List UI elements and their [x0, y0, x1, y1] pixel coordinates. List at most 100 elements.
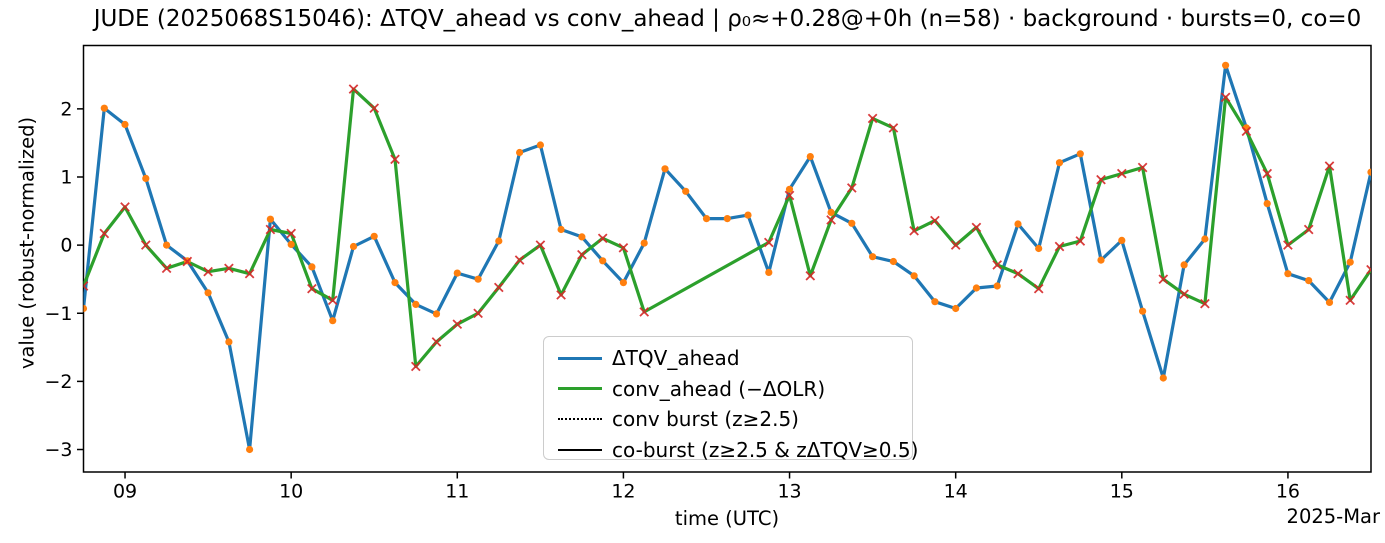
data-point-dot	[453, 269, 461, 277]
data-point-dot	[1180, 261, 1188, 269]
data-point-x	[1303, 224, 1314, 235]
data-point-dot	[516, 148, 524, 157]
data-point-x	[867, 113, 878, 124]
x-tick-label: 11	[445, 481, 469, 503]
data-point-dot	[972, 284, 981, 292]
data-point-x	[99, 228, 110, 239]
data-point-dot	[619, 279, 628, 287]
data-point-x	[307, 283, 317, 294]
legend: ΔTQV_ahead conv_ahead (−ΔOLR) conv burst (…	[543, 336, 918, 460]
data-point-dot	[848, 219, 856, 227]
data-point-x	[1283, 240, 1293, 250]
data-point-dot	[1263, 200, 1271, 208]
data-point-x	[473, 308, 483, 319]
data-point-dot	[640, 239, 648, 247]
x-tick-label: 09	[113, 481, 137, 503]
data-point-dot	[1346, 258, 1354, 266]
legend-line-sample-solid	[558, 387, 602, 391]
data-point-x	[452, 319, 463, 330]
data-point-x	[535, 240, 546, 250]
data-point-x	[639, 307, 650, 317]
data-point-x	[244, 268, 255, 279]
data-point-x	[1158, 274, 1169, 285]
data-point-x	[1200, 298, 1210, 309]
data-point-x	[161, 263, 172, 274]
data-point-dot	[495, 237, 503, 245]
data-point-dot	[1325, 298, 1334, 306]
data-point-dot	[723, 215, 731, 223]
data-point-dot	[432, 310, 441, 318]
data-point-dot	[682, 187, 690, 195]
legend-line-sample-dotted	[558, 418, 602, 421]
data-point-x	[83, 281, 89, 291]
data-point-x	[224, 263, 234, 274]
series-line-conv-ahead	[83, 87, 1371, 368]
data-point-dot	[204, 289, 212, 297]
y-tick-label: 0	[60, 235, 72, 257]
data-point-x	[120, 202, 130, 212]
data-point-x	[1116, 168, 1127, 179]
data-point-dot	[931, 298, 939, 306]
data-point-dot	[765, 268, 773, 276]
legend-item-label: conv_ahead (−ΔOLR)	[612, 376, 826, 401]
data-point-dot	[536, 141, 545, 149]
data-point-dot	[1159, 374, 1167, 382]
data-point-x	[577, 249, 587, 260]
data-point-dot	[1035, 244, 1043, 253]
data-point-dot	[785, 185, 794, 193]
x-tick-label: 16	[1276, 481, 1300, 503]
chart-title: JUDE (2025068S15046): ΔTQV_ahead vs conv…	[93, 6, 1362, 32]
x-tick-label: 14	[944, 481, 968, 503]
red-x-markers	[83, 84, 1371, 372]
data-point-x	[618, 242, 629, 253]
data-point-x	[348, 84, 359, 94]
data-point-x	[992, 260, 1003, 270]
data-point-dot	[1222, 61, 1230, 69]
data-point-x	[1013, 268, 1023, 279]
data-point-x	[514, 255, 525, 265]
y-tick-label: 2	[60, 98, 72, 120]
data-point-dot	[1055, 159, 1064, 167]
x-axis-ticks: 09 10 11 12 13 14 15 16	[113, 472, 1300, 503]
data-point-x	[265, 224, 276, 235]
data-point-dot	[370, 232, 378, 240]
data-point-dot	[827, 208, 835, 216]
data-point-dot	[287, 240, 295, 248]
legend-line-sample-solid	[558, 448, 602, 451]
data-point-x	[556, 290, 566, 300]
data-point-dot	[806, 153, 814, 161]
data-point-dot	[308, 263, 316, 271]
x-axis-date-label: 2025-Mar	[1286, 505, 1380, 528]
data-point-x	[1054, 241, 1065, 252]
data-point-dot	[1201, 235, 1209, 243]
data-point-x	[369, 103, 380, 114]
x-tick-label: 12	[611, 481, 635, 503]
data-point-x	[950, 240, 961, 250]
data-point-x	[182, 256, 193, 267]
data-point-dot	[661, 165, 669, 173]
orange-dot-markers	[83, 61, 1371, 454]
data-point-x	[390, 154, 400, 165]
data-point-dot	[1284, 270, 1292, 278]
legend-item: conv_ahead (−ΔOLR)	[558, 374, 912, 405]
data-point-x	[930, 215, 940, 226]
data-point-x	[286, 228, 297, 239]
data-point-x	[410, 361, 421, 372]
data-point-x	[826, 215, 836, 225]
axes-frame	[82, 44, 1372, 473]
data-point-dot	[225, 338, 233, 346]
data-point-x	[140, 240, 151, 250]
data-point-dot	[412, 300, 420, 308]
data-point-dot	[578, 233, 586, 241]
data-point-x	[1220, 92, 1231, 103]
data-point-dot	[1305, 277, 1313, 285]
data-point-dot	[993, 282, 1001, 290]
x-axis-label: time (UTC)	[674, 507, 780, 530]
data-point-dot	[1014, 220, 1022, 228]
data-point-dot	[1097, 256, 1105, 264]
data-point-x	[1075, 236, 1086, 246]
data-point-dot	[349, 242, 358, 251]
legend-item-label: conv burst (z≥2.5)	[612, 407, 799, 432]
